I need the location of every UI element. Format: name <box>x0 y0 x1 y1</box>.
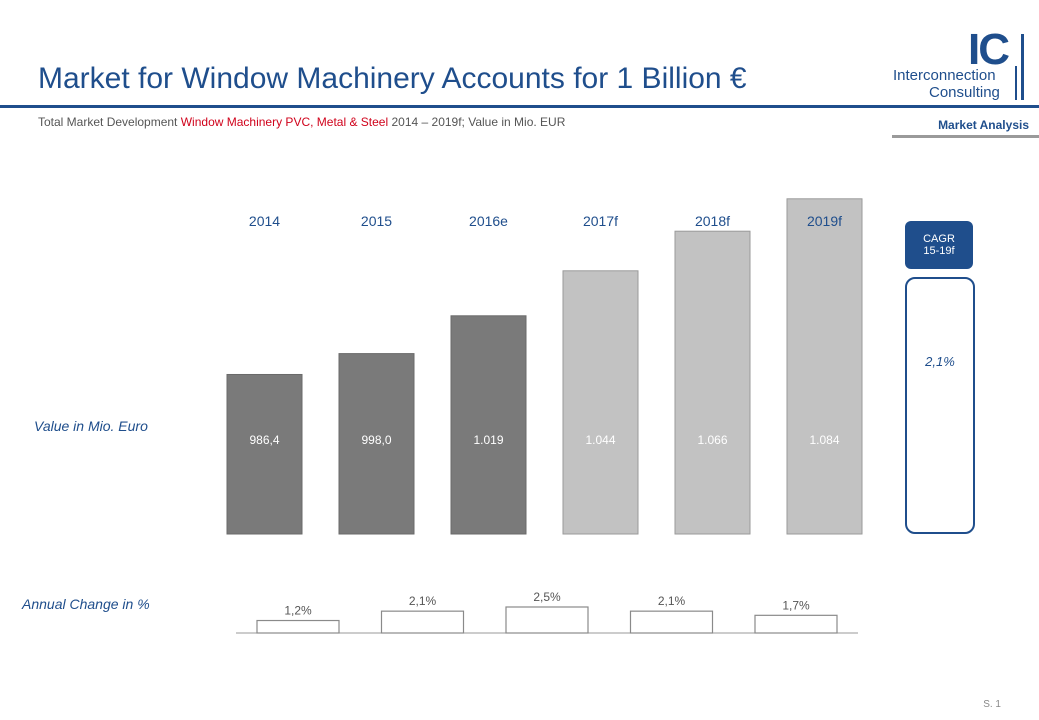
value-data-label: 1.019 <box>473 433 503 447</box>
year-tick-label: 2017f <box>583 213 618 229</box>
subtitle: Total Market Development Window Machiner… <box>38 115 565 129</box>
value-bar <box>562 270 639 535</box>
logo-line-1: Interconnection <box>893 67 996 84</box>
logo-bar-tall <box>1021 34 1024 100</box>
logo-mark: IC <box>968 25 1010 74</box>
subtitle-prefix: Total Market Development <box>38 115 181 129</box>
subtitle-highlight: Window Machinery PVC, Metal & Steel <box>180 115 389 129</box>
year-tick-label: 2014 <box>249 213 280 229</box>
value-data-label: 986,4 <box>249 433 279 447</box>
year-tick-label: 2019f <box>807 213 842 229</box>
value-row-label: Value in Mio. Euro <box>34 418 148 434</box>
value-data-label: 998,0 <box>361 433 391 447</box>
value-bar <box>786 198 863 535</box>
value-bar <box>338 353 415 535</box>
cagr-header-line2: 15-19f <box>923 245 955 257</box>
change-data-label: 1,2% <box>284 604 312 618</box>
change-data-label: 1,7% <box>782 598 810 612</box>
title-rule <box>0 105 1039 108</box>
change-bar <box>629 610 714 634</box>
change-bar <box>256 619 340 634</box>
value-data-label: 1.084 <box>809 433 839 447</box>
logo-line-2: Consulting <box>929 84 1000 101</box>
logo-bar-short <box>1015 66 1017 100</box>
value-bar <box>450 315 527 535</box>
value-bar <box>226 373 303 535</box>
change-data-label: 2,1% <box>658 594 686 608</box>
change-data-label: 2,5% <box>533 590 561 604</box>
change-data-label: 2,1% <box>409 594 437 608</box>
value-data-label: 1.066 <box>697 433 727 447</box>
page-title: Market for Window Machinery Accounts for… <box>38 62 747 95</box>
cagr-value: 2,1% <box>925 354 955 369</box>
cagr-box <box>905 277 975 534</box>
cagr-header-line1: CAGR <box>923 233 955 245</box>
subtitle-suffix: 2014 – 2019f; Value in Mio. EUR <box>388 115 566 129</box>
value-bar <box>674 230 751 535</box>
change-bar <box>380 610 465 634</box>
year-tick-label: 2015 <box>361 213 392 229</box>
section-label: Market Analysis <box>938 118 1029 132</box>
cagr-header: CAGR 15-19f <box>905 221 973 269</box>
year-tick-label: 2018f <box>695 213 730 229</box>
change-bar <box>505 606 589 634</box>
year-tick-label: 2016e <box>469 213 508 229</box>
section-rule <box>892 135 1039 138</box>
page-number: S. 1 <box>983 699 1001 710</box>
change-row-label: Annual Change in % <box>22 596 150 612</box>
value-data-label: 1.044 <box>585 433 615 447</box>
change-bar <box>754 614 838 634</box>
